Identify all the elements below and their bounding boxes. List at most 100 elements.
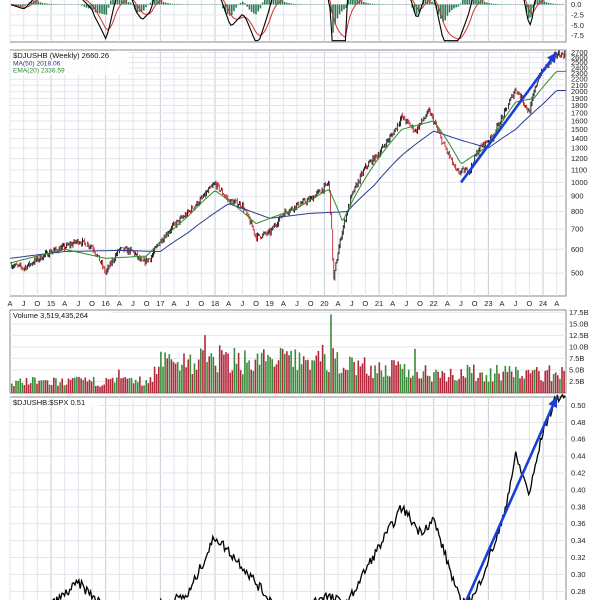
volume-bar: [227, 353, 229, 393]
volume-bar: [143, 385, 145, 393]
volume-bar: [466, 364, 469, 393]
volume-bar: [151, 381, 154, 393]
oscillator-histogram-bar: [85, 4, 88, 8]
volume-bar: [168, 354, 171, 393]
volume-bar: [498, 373, 500, 393]
volume-bar: [248, 360, 250, 393]
volume-bar: [330, 314, 332, 393]
volume-tick-label: 5.0B: [569, 365, 584, 374]
oscillator-histogram-bar: [552, 3, 554, 5]
volume-bar: [59, 382, 61, 393]
oscillator-histogram-bar: [290, 3, 292, 5]
volume-bar: [550, 381, 553, 393]
oscillator-histogram-bar: [250, 4, 253, 12]
oscillator-tick-label: 0.0: [571, 0, 581, 9]
volume-tick-label: 15.0B: [569, 319, 589, 328]
volume-bar: [258, 364, 261, 393]
volume-bar: [525, 370, 528, 393]
price-tick-label: 500: [571, 269, 584, 278]
oscillator-histogram-bar: [448, 4, 451, 13]
oscillator-histogram-bar: [490, 3, 493, 5]
oscillator-histogram-bar: [499, 4, 501, 5]
price-x-tick-label: O: [362, 299, 368, 308]
volume-bar: [153, 366, 156, 393]
price-tick-label: 2100: [571, 81, 588, 90]
oscillator-histogram-bar: [462, 0, 464, 5]
oscillator-histogram-bar: [495, 3, 497, 5]
ratio-trend-arrow-head: [548, 397, 558, 408]
volume-bar: [216, 372, 219, 393]
volume-bar: [269, 356, 271, 393]
volume-bar: [233, 347, 236, 393]
volume-bar: [422, 371, 425, 393]
oscillator-histogram-bar: [162, 1, 165, 5]
volume-bar: [473, 364, 475, 393]
oscillator-signal-line: [10, 0, 546, 40]
price-x-tick-label: J: [240, 299, 244, 308]
oscillator-histogram-bar: [35, 0, 37, 5]
volume-bar: [389, 376, 391, 393]
volume-bar: [23, 385, 26, 393]
volume-bar: [403, 364, 406, 393]
volume-bar: [158, 366, 160, 393]
volume-bar: [370, 365, 372, 393]
oscillator-histogram-bar: [50, 4, 53, 5]
volume-bar: [359, 366, 362, 393]
volume-bar: [195, 369, 198, 393]
volume-bar: [468, 367, 471, 393]
volume-bar: [48, 384, 51, 393]
volume-bar: [25, 377, 28, 393]
oscillator-tick-label: -2.5: [571, 10, 584, 19]
volume-bar: [414, 348, 416, 393]
oscillator-histogram-bar: [105, 4, 108, 15]
price-x-tick-label: 23: [484, 299, 492, 308]
oscillator-histogram-bar: [169, 3, 171, 5]
volume-bar: [420, 378, 423, 393]
volume-bar: [439, 377, 441, 393]
volume-bar: [353, 361, 355, 393]
volume-bar: [536, 367, 538, 393]
ratio-tick-label: 0.32: [571, 553, 586, 562]
volume-bar: [481, 372, 483, 393]
oscillator-histogram-bar: [239, 2, 242, 5]
oscillator-histogram-bar: [259, 4, 262, 9]
oscillator-main-line: [10, 0, 537, 42]
oscillator-histogram-bar: [110, 0, 112, 5]
volume-bar: [116, 377, 118, 393]
volume-bar: [393, 360, 395, 393]
volume-bar: [139, 376, 141, 393]
price-x-tick-label: A: [445, 299, 450, 308]
volume-bar: [433, 372, 435, 393]
price-x-tick-label: A: [281, 299, 286, 308]
oscillator-histogram-bar: [440, 4, 442, 19]
volume-bar: [298, 352, 301, 393]
volume-bar: [57, 385, 59, 393]
oscillator-histogram-bar: [176, 4, 178, 5]
oscillator-tick-label: -5.0: [571, 21, 584, 30]
price-x-tick-label: 24: [539, 299, 547, 308]
volume-bar: [237, 352, 240, 393]
volume-bar: [204, 335, 206, 393]
oscillator-histogram-bar: [442, 4, 444, 22]
price-x-tick-label: A: [7, 299, 12, 308]
oscillator-histogram-bar: [283, 1, 286, 5]
oscillator-histogram-bar: [281, 0, 284, 5]
volume-bar: [202, 350, 204, 393]
oscillator-histogram-bar: [363, 2, 365, 5]
volume-bar: [538, 371, 540, 393]
oscillator-histogram-bar: [237, 4, 240, 6]
oscillator-histogram-bar: [125, 0, 127, 5]
oscillator-histogram-bar: [30, 1, 33, 5]
oscillator-histogram-bar: [294, 3, 297, 5]
oscillator-histogram-bar: [136, 4, 138, 13]
price-x-tick-label: O: [144, 299, 150, 308]
volume-bar: [428, 375, 431, 393]
oscillator-histogram-bar: [156, 0, 158, 5]
volume-bar: [118, 369, 120, 393]
volume-bar: [176, 361, 179, 393]
ratio-label: $DJUSHB:$SPX 0.51: [13, 398, 85, 407]
oscillator-histogram-bar: [415, 4, 418, 15]
volume-bar: [210, 353, 213, 393]
oscillator-histogram-bar: [94, 4, 97, 13]
